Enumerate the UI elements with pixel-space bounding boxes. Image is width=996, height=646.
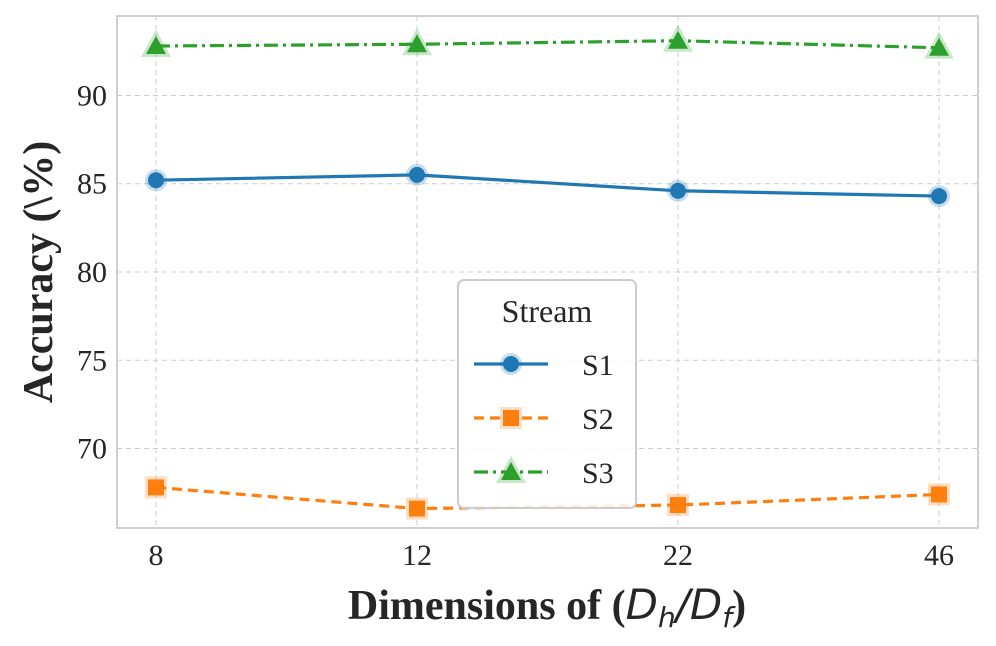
y-tick-label: 85: [77, 168, 107, 201]
x-axis-title-text: Dimensions of (: [348, 583, 626, 629]
legend-label-s3: S3: [582, 457, 614, 490]
x-axis-math-close: ): [732, 583, 746, 629]
data-point-s2: [928, 483, 950, 506]
x-tick-label: 12: [402, 539, 432, 572]
legend-marker-s2: [500, 407, 522, 429]
x-axis-math-d2: D: [690, 580, 722, 629]
y-tick-label: 70: [77, 433, 107, 466]
series-s1: [145, 163, 950, 208]
x-axis-ticks: 8 12 22 46: [149, 539, 955, 572]
legend-entry-s1: S1: [474, 349, 614, 382]
series-line-s3: [155, 39, 940, 50]
data-point-s2: [145, 476, 167, 499]
data-point-s2: [406, 497, 428, 520]
x-axis-math-sub-h: h: [658, 601, 676, 634]
y-tick-label: 90: [77, 79, 107, 112]
series-group: [140, 24, 955, 520]
legend-title: Stream: [502, 293, 593, 329]
legend-label-s1: S1: [582, 349, 614, 382]
data-point-s1: [928, 185, 950, 208]
legend-box: [457, 279, 637, 509]
plot-area-frame: [116, 15, 979, 529]
data-point-s3: [662, 24, 694, 52]
series-line-s1: [155, 173, 940, 198]
y-tick-label: 75: [77, 344, 107, 377]
legend-entry-s2: S2: [474, 403, 614, 436]
x-axis-math-slash: /: [672, 580, 694, 629]
data-point-s2: [667, 494, 689, 517]
y-tick-label: 80: [77, 256, 107, 289]
x-axis-title: Dimensions of (Dh/Df): [348, 580, 746, 634]
data-point-s3: [923, 31, 955, 59]
data-point-s1: [667, 179, 689, 202]
legend-entries: S1 S2 S3: [474, 349, 614, 490]
legend-label-s2: S2: [582, 403, 614, 436]
x-axis-math-d1: D: [626, 580, 658, 629]
data-point-s1: [406, 163, 428, 186]
legend: Stream S1 S2 S3: [457, 279, 637, 509]
legend-marker-s3: [495, 455, 527, 483]
y-axis-title: Accuracy (\%): [16, 141, 62, 403]
data-point-s3: [401, 28, 433, 56]
data-point-s3: [140, 29, 172, 58]
x-tick-label: 22: [663, 539, 693, 572]
x-tick-label: 46: [924, 539, 954, 572]
series-s3: [140, 24, 955, 59]
legend-entry-s3: S3: [474, 455, 614, 490]
grid: [117, 16, 978, 528]
legend-marker-s1: [500, 353, 522, 375]
data-point-s1: [145, 169, 167, 192]
x-tick-label: 8: [149, 539, 164, 572]
y-axis-ticks: 70 75 80 85 90: [77, 79, 107, 465]
